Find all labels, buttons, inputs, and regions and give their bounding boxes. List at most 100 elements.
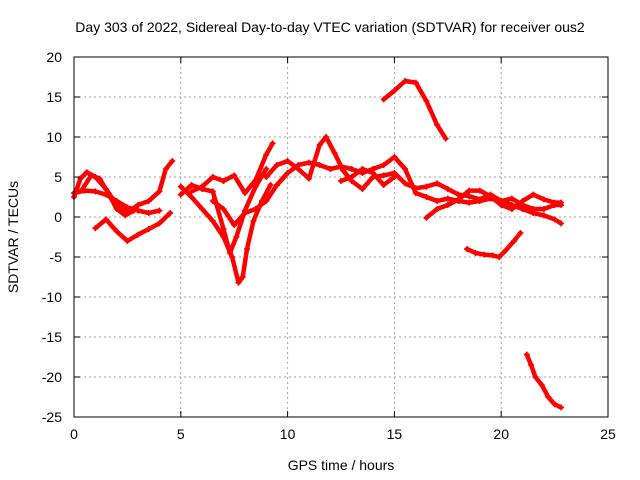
data-point (295, 162, 302, 168)
data-point (532, 374, 539, 380)
x-tick-label: 10 (280, 426, 296, 442)
data-point (267, 182, 274, 188)
data-point (348, 174, 355, 180)
plot-frame (73, 56, 609, 418)
data-point (130, 207, 137, 214)
data-point (252, 206, 259, 212)
data-point (442, 135, 449, 142)
data-point (199, 183, 206, 190)
series-track-13 (424, 188, 564, 221)
data-point (77, 175, 84, 182)
data-point (434, 180, 441, 187)
data-point (551, 199, 558, 206)
data-point (444, 195, 451, 202)
data-point (338, 163, 344, 170)
data-point (444, 202, 451, 208)
data-point (263, 151, 270, 158)
series-track-7 (189, 141, 275, 196)
data-point (122, 212, 129, 219)
y-tick-label: 5 (54, 169, 62, 185)
data-point (498, 202, 505, 208)
data-point (235, 279, 242, 286)
data-point (402, 78, 409, 84)
data-point (359, 166, 366, 172)
data-point (540, 196, 547, 203)
data-point (305, 159, 312, 166)
data-point (284, 170, 291, 176)
x-tick-label: 5 (177, 426, 185, 442)
series-track-10 (274, 154, 564, 212)
data-point (220, 206, 227, 212)
data-point (145, 226, 152, 232)
data-point (226, 250, 233, 256)
data-point (519, 198, 526, 204)
data-point (327, 166, 334, 172)
data-point (209, 174, 216, 180)
data-point (331, 150, 338, 156)
data-point (508, 195, 515, 202)
data-point (402, 166, 409, 172)
y-tick-label: 0 (54, 209, 62, 225)
data-point (96, 175, 103, 182)
chart-title: Day 303 of 2022, Sidereal Day-to-day VTE… (75, 19, 585, 35)
data-point (466, 199, 473, 206)
data-point (273, 162, 280, 168)
data-point (551, 401, 558, 408)
data-point (551, 216, 558, 223)
data-point (263, 166, 270, 172)
data-point (169, 158, 176, 164)
data-point (113, 206, 120, 212)
data-point (156, 188, 163, 195)
data-point (391, 87, 398, 94)
data-point (511, 238, 518, 244)
data-point (476, 187, 483, 194)
data-point (359, 186, 366, 192)
data-point (229, 254, 236, 260)
data-point (558, 199, 565, 206)
data-point (466, 193, 473, 200)
data-point (391, 154, 398, 160)
data-point (83, 169, 90, 176)
data-point (423, 194, 430, 200)
data-point (305, 175, 312, 182)
data-point (220, 226, 227, 232)
data-point (135, 202, 142, 208)
data-point (233, 234, 240, 240)
series-track-5 (178, 182, 273, 285)
y-tick-label: -10 (42, 289, 62, 305)
data-point (92, 188, 99, 195)
data-point (530, 206, 537, 212)
data-point (263, 174, 270, 180)
data-point (412, 190, 419, 196)
data-point (103, 216, 110, 223)
series-track-15 (524, 352, 564, 410)
data-point (323, 134, 330, 140)
data-point (523, 351, 530, 358)
data-point (145, 198, 152, 204)
x-tick-label: 0 (70, 426, 78, 442)
data-point (209, 218, 216, 224)
data-point (145, 210, 152, 216)
data-point (252, 177, 259, 184)
y-tick-label: 15 (46, 89, 62, 105)
data-point (209, 188, 216, 195)
x-tick-label: 20 (493, 426, 509, 442)
y-tick-label: -25 (42, 409, 62, 425)
data-point (156, 207, 163, 214)
data-point (502, 247, 509, 254)
data-point (273, 182, 280, 188)
data-point (250, 218, 257, 224)
data-point (244, 246, 251, 252)
y-tick-label: -15 (42, 329, 62, 345)
data-point (167, 210, 174, 216)
x-tick-label: 25 (600, 426, 616, 442)
data-point (338, 178, 344, 184)
data-point (380, 162, 387, 168)
data-point (241, 190, 248, 196)
data-point (472, 250, 479, 256)
x-axis-label: GPS time / hours (288, 457, 395, 473)
data-point (380, 182, 387, 188)
data-point (124, 204, 131, 211)
